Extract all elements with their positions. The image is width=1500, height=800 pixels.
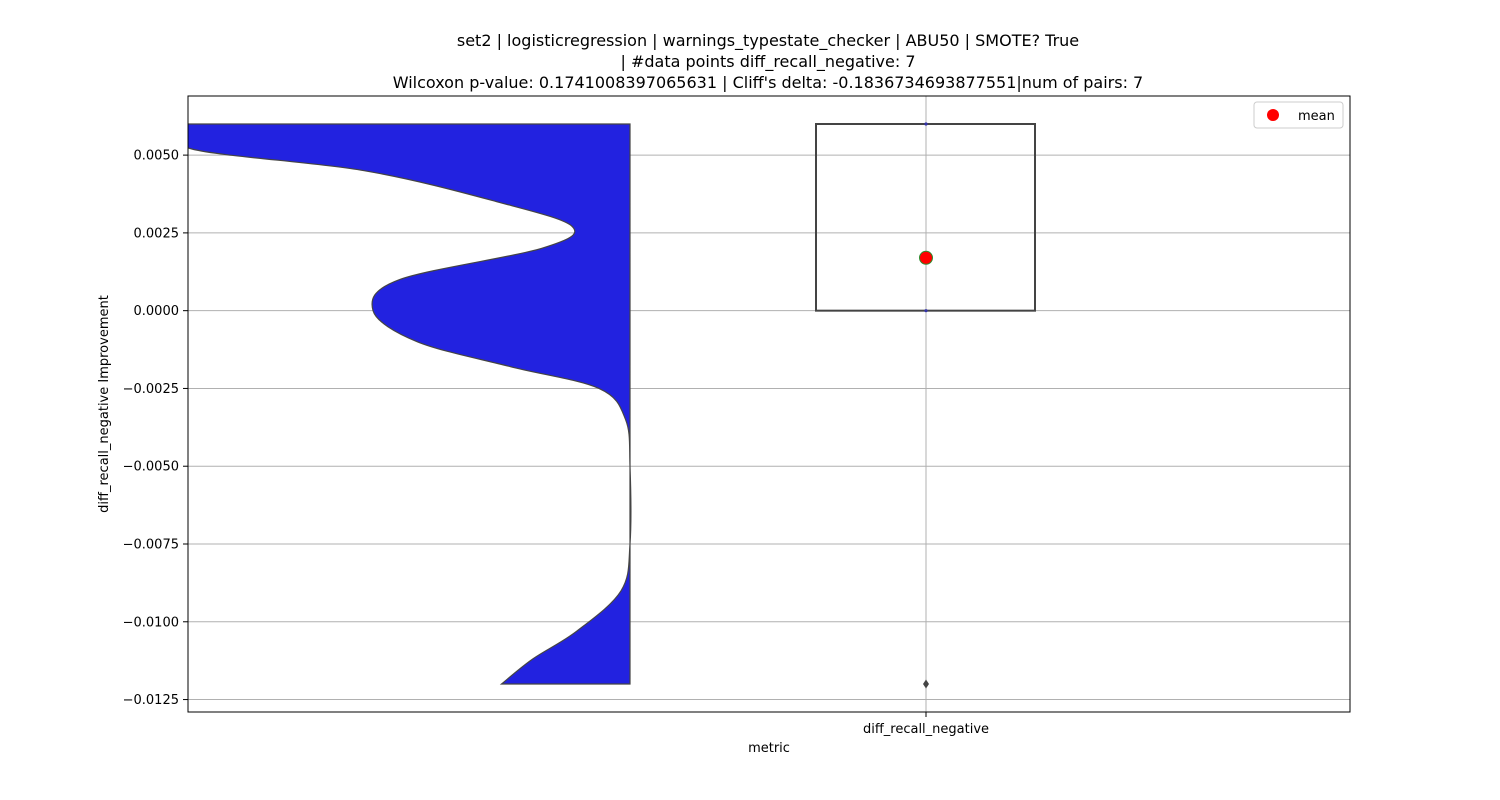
y-tick-label: 0.0050: [134, 149, 180, 164]
box-outlier: [923, 679, 929, 689]
plot-frame: [187, 95, 1351, 713]
y-tick-label: −0.0075: [123, 538, 179, 553]
grid-lines: [188, 96, 1350, 712]
x-tick-label: diff_recall_negative: [863, 722, 989, 737]
y-tick-label: −0.0025: [123, 382, 179, 397]
title-line-3: Wilcoxon p-value: 0.1741008397065631 | C…: [393, 73, 1143, 92]
mean-marker: [919, 250, 933, 265]
y-tick-label: 0.0025: [134, 226, 180, 241]
y-tick-label: −0.0050: [123, 460, 179, 475]
box-plot: [815, 122, 1036, 689]
y-axis-label: diff_recall_negative Improvement: [97, 295, 112, 513]
x-axis-label: metric: [748, 741, 790, 756]
y-tick-label: 0.0000: [134, 304, 180, 319]
legend-label-mean: mean: [1298, 109, 1335, 124]
legend-mean-marker: [1267, 109, 1279, 121]
title-line-2: | #data points diff_recall_negative: 7: [620, 52, 915, 72]
legend: mean: [1253, 101, 1344, 129]
x-axis-ticks: diff_recall_negative: [863, 712, 989, 737]
box-whisker-low-dot: [924, 309, 928, 313]
chart-title: set2 | logisticregression | warnings_typ…: [393, 31, 1143, 92]
title-line-1: set2 | logisticregression | warnings_typ…: [457, 31, 1079, 51]
y-tick-label: −0.0125: [123, 693, 179, 708]
legend-box: [1253, 101, 1344, 129]
y-axis-ticks: 0.0050 0.0025 0.0000 −0.0025 −0.0050 −0.0075 −…: [123, 149, 188, 708]
box-whisker-high-dot: [924, 122, 928, 126]
violin-body: [188, 123, 632, 685]
y-tick-label: −0.0100: [123, 615, 179, 630]
violin-series: [188, 123, 632, 685]
